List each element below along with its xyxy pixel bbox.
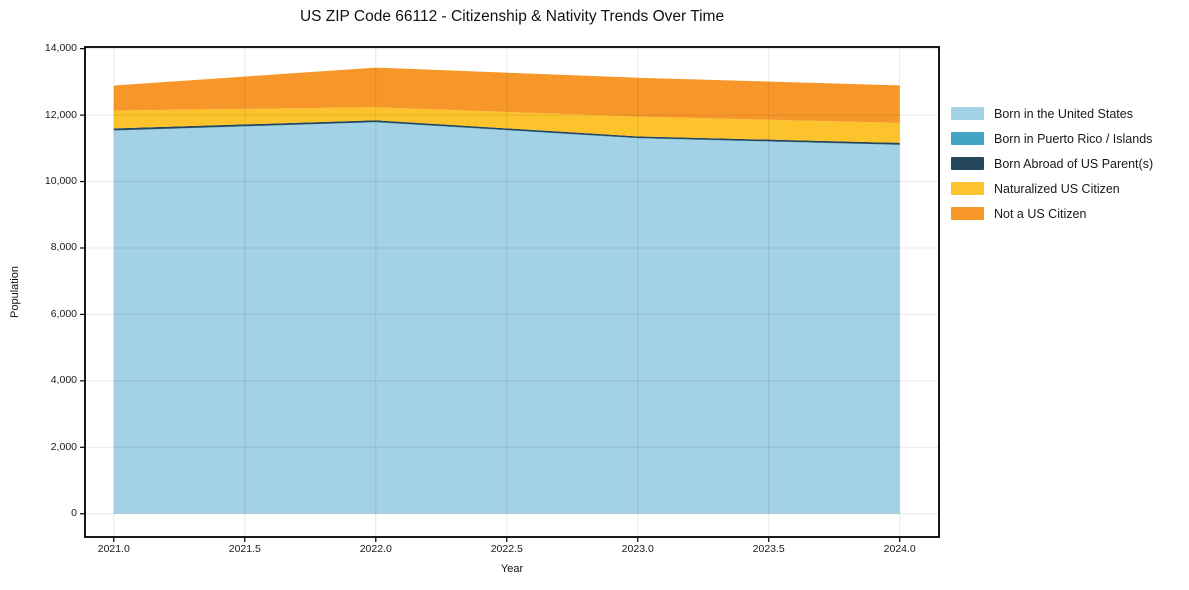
- plot-border: [84, 46, 940, 538]
- x-tick-label: 2022.5: [490, 543, 523, 555]
- legend-label: Naturalized US Citizen: [994, 181, 1120, 196]
- area-series-0: [113, 122, 900, 514]
- y-tick-label: 6,000: [50, 307, 77, 320]
- legend-label: Not a US Citizen: [994, 206, 1087, 221]
- legend: Born in the United States Born in Puerto …: [951, 101, 1153, 226]
- legend-label: Born in Puerto Rico / Islands: [994, 131, 1153, 146]
- y-tick-label: 4,000: [50, 374, 77, 387]
- legend-swatch: [951, 107, 984, 120]
- x-tick-label: 2021.0: [97, 543, 130, 555]
- legend-swatch: [951, 182, 984, 195]
- legend-label: Born in the United States: [994, 106, 1133, 121]
- legend-swatch: [951, 132, 984, 145]
- legend-item: Born Abroad of US Parent(s): [951, 151, 1153, 176]
- y-tick-label: 10,000: [44, 175, 77, 188]
- x-tick-label: 2021.5: [228, 543, 261, 555]
- y-tick-label: 8,000: [50, 241, 77, 254]
- area-series-2: [113, 120, 900, 145]
- area-series-4: [113, 67, 900, 123]
- legend-item: Born in the United States: [951, 101, 1153, 126]
- legend-item: Naturalized US Citizen: [951, 176, 1153, 201]
- chart-title: US ZIP Code 66112 - Citizenship & Nativi…: [299, 8, 725, 25]
- y-tick-label: 2,000: [50, 440, 77, 453]
- legend-swatch: [951, 157, 984, 170]
- area-series-1: [113, 122, 900, 145]
- legend-label: Born Abroad of US Parent(s): [994, 156, 1154, 171]
- legend-swatch: [951, 207, 984, 220]
- x-tick-label: 2023.5: [752, 543, 785, 555]
- area-series-3: [113, 107, 900, 143]
- y-tick-label: 0: [71, 507, 77, 520]
- legend-item: Born in Puerto Rico / Islands: [951, 126, 1153, 151]
- x-tick-label: 2023.0: [621, 543, 654, 555]
- y-tick-label: 14,000: [44, 42, 77, 55]
- y-tick-label: 12,000: [44, 108, 77, 121]
- x-tick-label: 2024.0: [883, 543, 916, 555]
- y-axis-label: Population: [9, 266, 21, 318]
- x-axis-label: Year: [500, 563, 524, 575]
- legend-item: Not a US Citizen: [951, 201, 1153, 226]
- x-tick-label: 2022.0: [359, 543, 392, 555]
